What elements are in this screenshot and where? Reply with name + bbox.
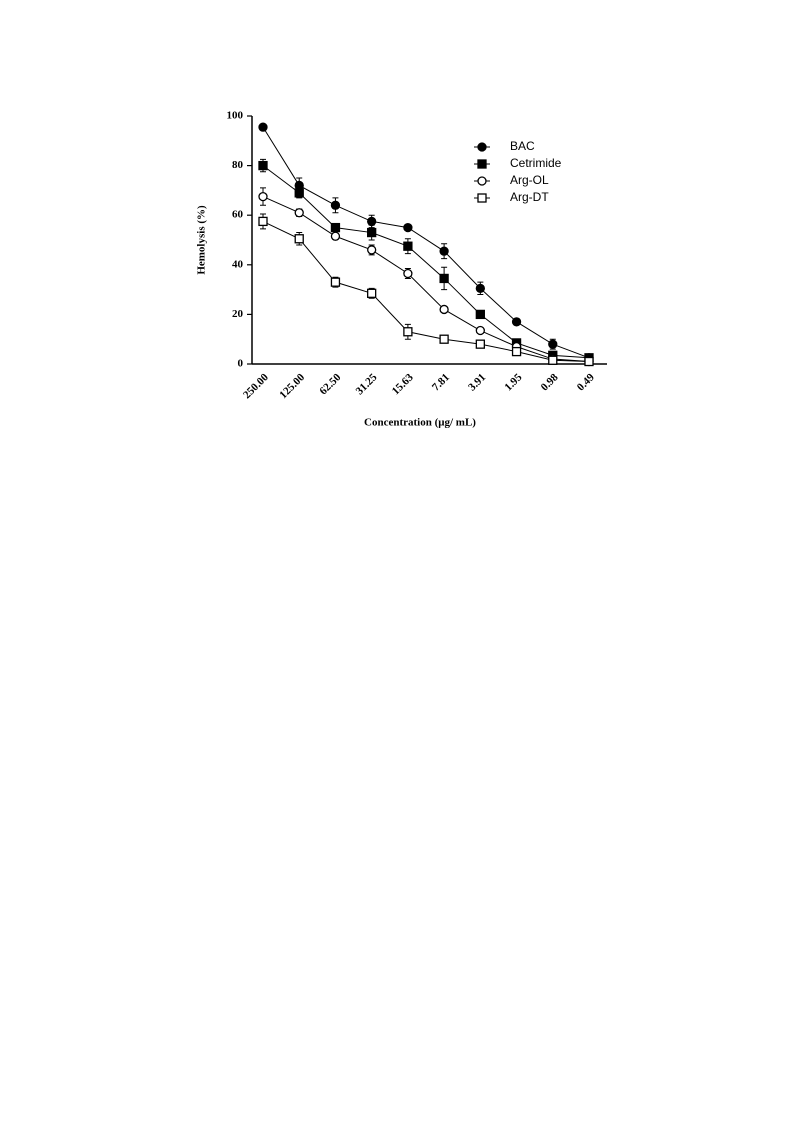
data-point bbox=[475, 283, 485, 294]
x-tick-label: 31.25 bbox=[354, 371, 380, 397]
data-point bbox=[548, 339, 558, 349]
data-point bbox=[475, 339, 485, 349]
x-axis-label: Concentration (μg/ mL) bbox=[364, 417, 476, 429]
data-point bbox=[367, 288, 377, 298]
x-tick-label: 1.95 bbox=[502, 371, 524, 393]
data-point bbox=[330, 222, 341, 233]
data-point bbox=[367, 216, 377, 227]
data-point bbox=[439, 304, 449, 315]
y-tick-label: 20 bbox=[232, 308, 244, 320]
data-point bbox=[403, 222, 413, 233]
legend-label: Arg-DT bbox=[510, 190, 549, 204]
legend-marker bbox=[477, 193, 487, 203]
legend-label: Arg-OL bbox=[510, 173, 549, 187]
data-point bbox=[330, 200, 341, 210]
series-line bbox=[262, 126, 590, 359]
x-tick-label: 15.63 bbox=[390, 371, 416, 397]
x-tick-label: 0.49 bbox=[575, 371, 597, 393]
y-axis-label: Hemolysis (%) bbox=[196, 205, 208, 275]
series-line bbox=[262, 165, 590, 359]
data-point bbox=[584, 356, 594, 367]
data-point bbox=[511, 317, 522, 327]
data-point bbox=[548, 355, 558, 365]
data-point bbox=[294, 208, 304, 218]
data-point bbox=[330, 231, 341, 241]
data-point bbox=[258, 216, 268, 227]
x-tick-label: 250.00 bbox=[241, 371, 271, 401]
data-point bbox=[294, 234, 304, 244]
legend-label: BAC bbox=[510, 139, 535, 153]
data-point bbox=[258, 160, 268, 171]
data-point bbox=[475, 309, 485, 320]
data-point bbox=[294, 188, 304, 198]
y-tick-label: 60 bbox=[232, 209, 244, 221]
legend-marker bbox=[477, 176, 487, 186]
legend-marker bbox=[477, 159, 487, 169]
data-point bbox=[403, 241, 413, 251]
legend-marker bbox=[477, 142, 487, 152]
data-point bbox=[439, 334, 449, 344]
x-tick-label: 62.50 bbox=[317, 371, 343, 397]
y-tick-label: 80 bbox=[232, 159, 244, 171]
y-tick-label: 100 bbox=[227, 110, 244, 122]
y-tick-label: 0 bbox=[238, 358, 244, 370]
data-point bbox=[439, 246, 449, 256]
data-point bbox=[258, 122, 268, 132]
series-line bbox=[262, 196, 590, 363]
data-point bbox=[439, 273, 449, 284]
data-point bbox=[403, 327, 413, 337]
x-tick-label: 125.00 bbox=[277, 371, 307, 401]
data-point bbox=[475, 325, 485, 336]
x-tick-label: 3.91 bbox=[466, 371, 488, 393]
x-tick-label: 7.81 bbox=[430, 371, 452, 393]
y-tick-label: 40 bbox=[232, 258, 244, 270]
data-point bbox=[511, 346, 522, 357]
data-point bbox=[367, 227, 377, 238]
data-point bbox=[403, 268, 413, 279]
x-tick-label: 0.98 bbox=[539, 371, 561, 393]
data-point bbox=[367, 245, 377, 255]
data-point bbox=[330, 277, 341, 287]
series-line bbox=[262, 220, 590, 363]
data-point bbox=[258, 191, 268, 202]
legend-label: Cetrimide bbox=[510, 156, 562, 170]
